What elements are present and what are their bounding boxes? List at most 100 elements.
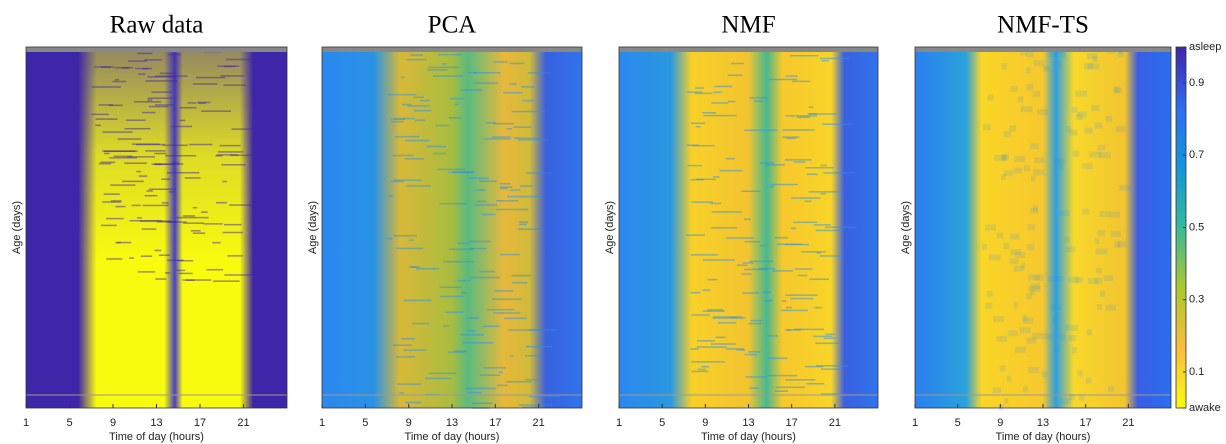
- colorbar-tick-label: 0.9: [1189, 77, 1204, 89]
- texture-stripe: [816, 364, 849, 367]
- texture-stripe: [712, 316, 743, 318]
- texture-stripe: [1054, 275, 1064, 282]
- texture-stripe: [983, 124, 991, 131]
- texture-stripe: [1107, 385, 1115, 392]
- texture-stripe: [774, 236, 788, 239]
- texture-stripe: [992, 387, 1001, 394]
- texture-stripe: [805, 365, 824, 368]
- texture-stripe: [1032, 90, 1040, 97]
- texture-stripe: [996, 232, 1004, 239]
- texture-stripe: [759, 244, 766, 247]
- texture-stripe: [1072, 347, 1077, 354]
- texture-stripe: [396, 247, 424, 250]
- texture-stripe: [702, 310, 725, 312]
- texture-stripe: [727, 74, 743, 77]
- texture-stripe: [1043, 65, 1050, 72]
- texture-stripe: [403, 349, 427, 351]
- x-axis-label: Time of day (hours): [109, 431, 204, 443]
- texture-stripe: [815, 229, 842, 232]
- texture-stripe: [519, 404, 553, 406]
- texture-stripe: [503, 91, 523, 94]
- texture-stripe: [476, 200, 487, 203]
- panels: Raw data 1 5 9 13 17 21 Time of day (hours) Age …: [11, 12, 1222, 443]
- texture-stripe: [1046, 50, 1059, 57]
- texture-stripe: [1103, 275, 1114, 282]
- texture-stripe: [409, 239, 414, 241]
- texture-stripe: [1075, 113, 1083, 120]
- texture-stripe: [178, 272, 193, 275]
- texture-stripe: [437, 53, 462, 56]
- texture-stripe: [507, 195, 541, 198]
- texture-stripe: [1023, 386, 1029, 393]
- texture-stripe: [725, 348, 744, 350]
- texture-stripe: [691, 314, 710, 316]
- texture-stripe: [1060, 398, 1072, 405]
- texture-stripe: [776, 243, 803, 246]
- top-bar: [26, 47, 287, 52]
- texture-stripe: [493, 61, 508, 63]
- texture-stripe: [509, 62, 525, 65]
- texture-stripe: [511, 110, 546, 113]
- texture-stripe: [1021, 263, 1026, 270]
- texture-stripe: [462, 342, 494, 344]
- texture-stripe: [1027, 274, 1040, 281]
- texture-stripe: [496, 208, 529, 211]
- texture-stripe: [765, 299, 773, 302]
- texture-stripe: [393, 179, 422, 182]
- texture-stripe: [1003, 170, 1014, 177]
- texture-stripe: [820, 192, 827, 195]
- texture-stripe: [474, 204, 498, 206]
- texture-stripe: [185, 279, 195, 281]
- texture-stripe: [1030, 289, 1036, 296]
- x-tick-label: 21: [1122, 417, 1134, 429]
- texture-stripe: [1034, 274, 1044, 281]
- texture-stripe: [1078, 394, 1085, 401]
- texture-stripe: [390, 118, 406, 121]
- texture-stripe: [525, 345, 553, 348]
- texture-stripe: [701, 366, 710, 368]
- texture-stripe: [454, 103, 459, 106]
- texture-stripe: [744, 353, 758, 356]
- texture-stripe: [749, 260, 773, 263]
- texture-stripe: [686, 91, 703, 93]
- texture-stripe: [469, 247, 487, 250]
- texture-stripe: [497, 384, 508, 387]
- texture-stripe: [805, 166, 834, 169]
- texture-stripe: [691, 201, 713, 203]
- texture-stripe: [509, 83, 517, 85]
- texture-stripe: [406, 185, 431, 187]
- x-tick-label: 13: [150, 417, 162, 429]
- texture-stripe: [821, 59, 829, 62]
- texture-stripe: [499, 253, 520, 256]
- panel-title: NMF: [721, 12, 775, 39]
- texture-stripe: [447, 171, 473, 174]
- x-tick-label: 21: [829, 417, 841, 429]
- texture-stripe: [801, 251, 827, 253]
- heatmap-texture: [387, 50, 560, 409]
- texture-stripe: [748, 351, 761, 353]
- texture-stripe: [412, 322, 430, 325]
- x-tick-label: 13: [742, 417, 754, 429]
- panel-title: PCA: [428, 12, 477, 39]
- texture-stripe: [691, 144, 715, 147]
- texture-stripe: [399, 392, 405, 394]
- texture-stripe: [1001, 154, 1009, 161]
- texture-stripe: [820, 393, 841, 395]
- texture-stripe: [448, 117, 462, 119]
- texture-stripe: [785, 115, 817, 117]
- texture-stripe: [707, 309, 724, 311]
- texture-stripe: [414, 119, 426, 121]
- texture-stripe: [808, 191, 841, 193]
- texture-stripe: [1092, 56, 1098, 63]
- texture-stripe: [793, 221, 817, 224]
- texture-stripe: [1109, 211, 1120, 218]
- texture-stripe: [388, 195, 394, 197]
- texture-stripe: [519, 185, 533, 187]
- texture-stripe: [999, 365, 1006, 372]
- top-bar: [619, 47, 878, 52]
- texture-stripe: [717, 322, 737, 324]
- texture-stripe: [1096, 267, 1102, 274]
- texture-stripe: [694, 87, 705, 89]
- texture-stripe: [471, 402, 493, 405]
- texture-stripe: [816, 252, 822, 254]
